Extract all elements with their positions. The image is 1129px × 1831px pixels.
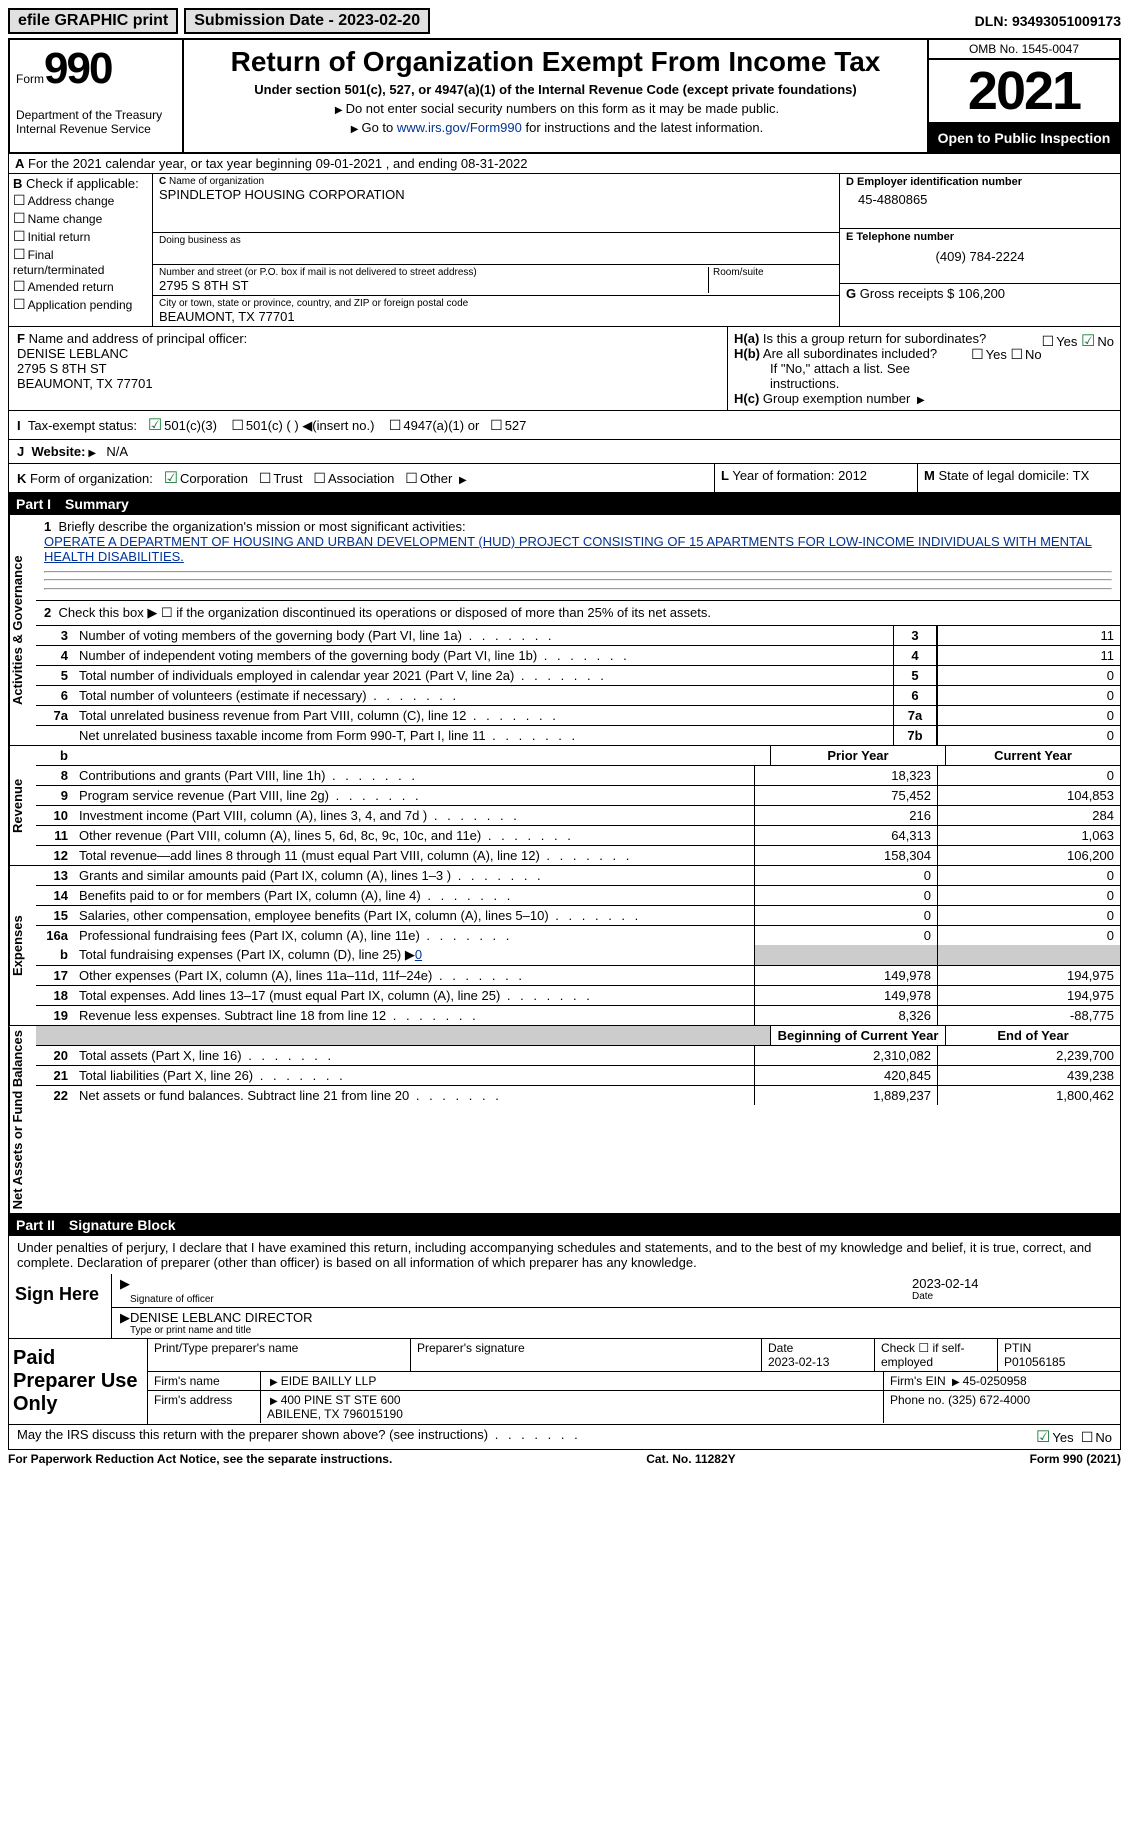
form-title: Return of Organization Exempt From Incom…	[192, 46, 919, 78]
paid-preparer-label: Paid Preparer Use Only	[9, 1339, 148, 1424]
subtitle-2: Do not enter social security numbers on …	[192, 101, 919, 116]
irs-link[interactable]: www.irs.gov/Form990	[397, 120, 522, 135]
col-c-identity: C Name of organization SPINDLETOP HOUSIN…	[153, 174, 839, 326]
omb-number: OMB No. 1545-0047	[929, 40, 1119, 60]
top-bar: efile GRAPHIC print Submission Date - 20…	[8, 8, 1121, 34]
col-b-checkboxes: B Check if applicable: Address change Na…	[9, 174, 153, 326]
summary-line: Net unrelated business taxable income fr…	[36, 726, 1120, 745]
row-k-org-form: K Form of organization: Corporation Trus…	[8, 464, 1121, 493]
expenses-section: Expenses 13 Grants and similar amounts p…	[8, 866, 1121, 1026]
summary-line: 12 Total revenue—add lines 8 through 11 …	[36, 846, 1120, 865]
activities-section: Activities & Governance 1 Briefly descri…	[8, 515, 1121, 746]
website-value: N/A	[106, 444, 128, 459]
form-header: Form990 Department of the Treasury Inter…	[8, 38, 1121, 154]
section-bcd: B Check if applicable: Address change Na…	[8, 174, 1121, 327]
sign-here-label: Sign Here	[9, 1274, 112, 1338]
summary-line: 13 Grants and similar amounts paid (Part…	[36, 866, 1120, 886]
dln-text: DLN: 93493051009173	[975, 13, 1121, 29]
expenses-label: Expenses	[9, 866, 36, 1025]
summary-line: 17 Other expenses (Part IX, column (A), …	[36, 966, 1120, 986]
subtitle-1: Under section 501(c), 527, or 4947(a)(1)…	[192, 82, 919, 97]
revenue-label: Revenue	[9, 746, 36, 865]
row-fh: F Name and address of principal officer:…	[8, 327, 1121, 411]
summary-line: 15 Salaries, other compensation, employe…	[36, 906, 1120, 926]
paid-preparer-block: Paid Preparer Use Only Print/Type prepar…	[9, 1338, 1120, 1424]
summary-line: 3 Number of voting members of the govern…	[36, 626, 1120, 646]
part-2-bar: Part II Signature Block	[8, 1214, 1121, 1236]
gross-receipts: 106,200	[958, 286, 1005, 301]
officer-signature-name: DENISE LEBLANC DIRECTOR	[130, 1310, 1112, 1325]
summary-line: 14 Benefits paid to or for members (Part…	[36, 886, 1120, 906]
summary-line: 16a Professional fundraising fees (Part …	[36, 926, 1120, 945]
summary-line: 18 Total expenses. Add lines 13–17 (must…	[36, 986, 1120, 1006]
summary-line: 20 Total assets (Part X, line 16) 2,310,…	[36, 1046, 1120, 1066]
efile-print-button[interactable]: efile GRAPHIC print	[8, 8, 178, 34]
org-name: SPINDLETOP HOUSING CORPORATION	[159, 187, 833, 202]
mission-text: OPERATE A DEPARTMENT OF HOUSING AND URBA…	[44, 534, 1092, 564]
street-address: 2795 S 8TH ST	[159, 278, 708, 293]
city-address: BEAUMONT, TX 77701	[159, 309, 833, 324]
inspection-label: Open to Public Inspection	[929, 124, 1119, 152]
part-1-bar: Part I Summary	[8, 493, 1121, 515]
summary-line: 8 Contributions and grants (Part VIII, l…	[36, 766, 1120, 786]
ein: 45-4880865	[846, 188, 1114, 207]
subtitle-3: Go to www.irs.gov/Form990 for instructio…	[192, 120, 919, 135]
summary-line: 19 Revenue less expenses. Subtract line …	[36, 1006, 1120, 1025]
revenue-section: Revenue bPrior YearCurrent Year 8 Contri…	[8, 746, 1121, 866]
declaration-text: Under penalties of perjury, I declare th…	[9, 1236, 1120, 1274]
form-number: 990	[44, 44, 111, 93]
netassets-section: Net Assets or Fund Balances Beginning of…	[8, 1026, 1121, 1214]
col-d-contact: D Employer identification number 45-4880…	[839, 174, 1120, 326]
page-footer: For Paperwork Reduction Act Notice, see …	[8, 1452, 1121, 1466]
summary-line: 21 Total liabilities (Part X, line 26) 4…	[36, 1066, 1120, 1086]
netassets-label: Net Assets or Fund Balances	[9, 1026, 36, 1213]
row-i-tax-status: I Tax-exempt status: 501(c)(3) 501(c) ( …	[8, 411, 1121, 440]
discuss-row: May the IRS discuss this return with the…	[8, 1425, 1121, 1450]
signature-block: Under penalties of perjury, I declare th…	[8, 1236, 1121, 1425]
summary-line: 11 Other revenue (Part VIII, column (A),…	[36, 826, 1120, 846]
summary-line: 5 Total number of individuals employed i…	[36, 666, 1120, 686]
activities-label: Activities & Governance	[9, 515, 36, 745]
row-a: A For the 2021 calendar year, or tax yea…	[8, 154, 1121, 174]
summary-line: 7a Total unrelated business revenue from…	[36, 706, 1120, 726]
officer-name: DENISE LEBLANC	[17, 346, 128, 361]
summary-line: 22 Net assets or fund balances. Subtract…	[36, 1086, 1120, 1105]
form-label: Form	[16, 72, 44, 86]
tax-year: 2021	[929, 60, 1119, 124]
row-j-website: J Website: N/A	[8, 440, 1121, 464]
summary-line: 9 Program service revenue (Part VIII, li…	[36, 786, 1120, 806]
telephone: (409) 784-2224	[846, 243, 1114, 264]
summary-line: 10 Investment income (Part VIII, column …	[36, 806, 1120, 826]
dept-text: Department of the Treasury Internal Reve…	[16, 108, 176, 136]
submission-date-button[interactable]: Submission Date - 2023-02-20	[184, 8, 430, 34]
summary-line: 4 Number of independent voting members o…	[36, 646, 1120, 666]
summary-line: 6 Total number of volunteers (estimate i…	[36, 686, 1120, 706]
